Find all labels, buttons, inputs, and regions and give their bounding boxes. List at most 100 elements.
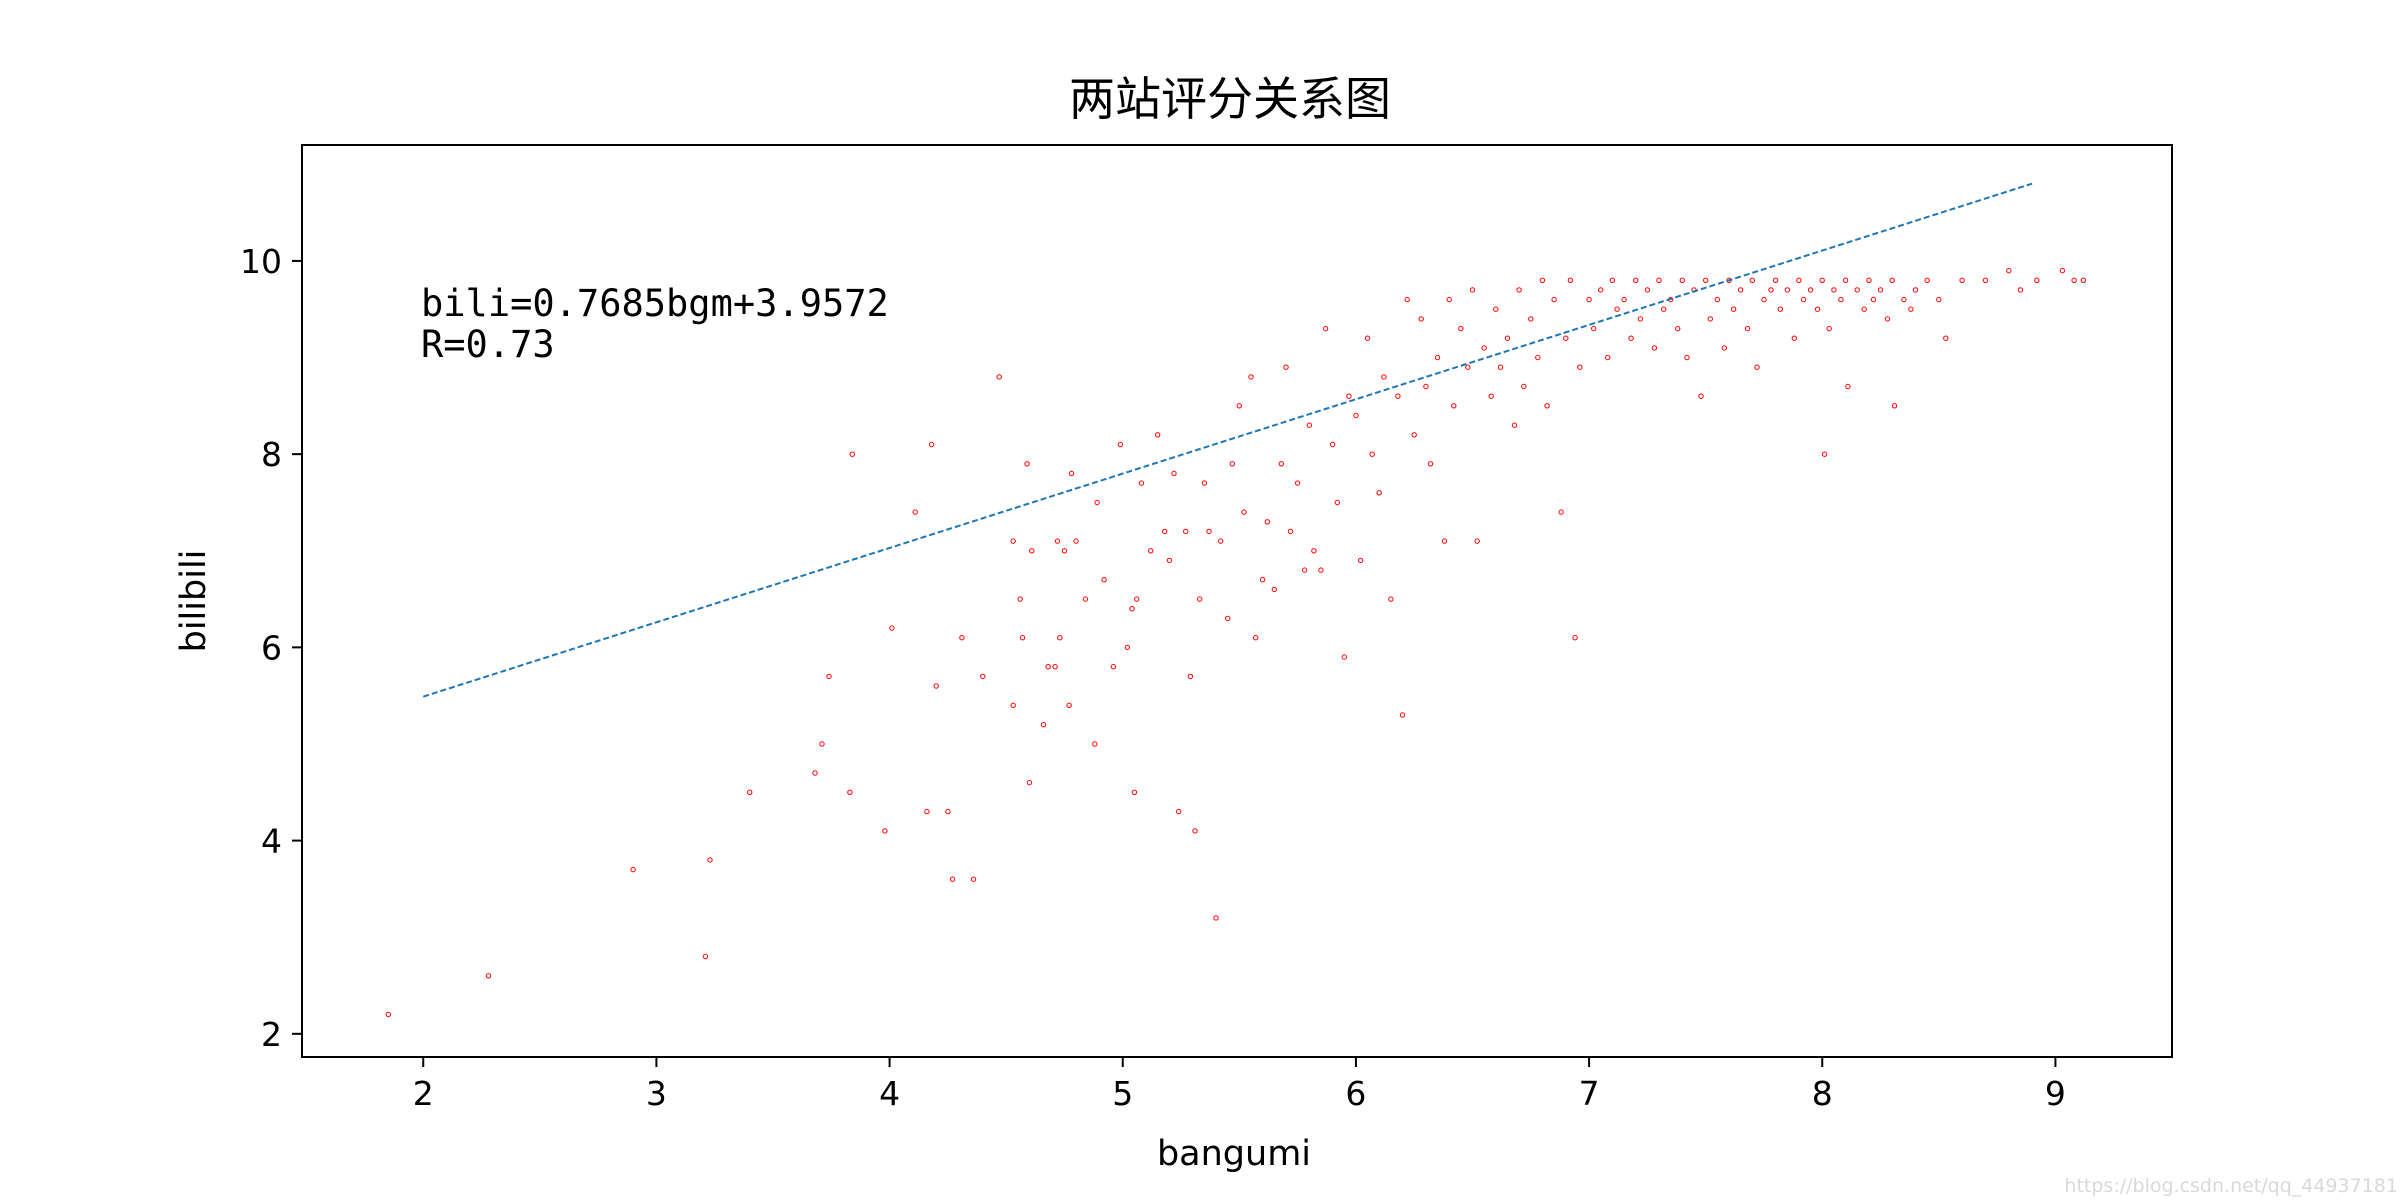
data-point: [1891, 403, 1898, 409]
data-point: [1052, 664, 1058, 670]
data-point: [1551, 296, 1557, 303]
data-point: [2080, 277, 2087, 283]
data-point: [1334, 499, 1341, 506]
data-point: [1388, 596, 1394, 602]
data-point: [1124, 644, 1131, 651]
data-point: [1369, 451, 1375, 457]
data-point: [1908, 306, 1914, 312]
data-point: [1845, 383, 1851, 390]
data-point: [928, 441, 935, 448]
data-point: [1213, 915, 1219, 921]
data-point: [1399, 712, 1406, 718]
data-point: [1248, 374, 1254, 380]
data-point: [1376, 490, 1382, 496]
y-tick-label: 6: [261, 628, 282, 667]
data-point: [1598, 287, 1604, 293]
data-point: [2059, 267, 2066, 274]
data-point: [1322, 325, 1329, 332]
data-point: [1838, 296, 1844, 303]
data-point: [1073, 538, 1079, 544]
data-point: [1357, 557, 1364, 564]
data-point: [707, 857, 713, 863]
data-point: [1353, 412, 1359, 419]
data-point: [1241, 509, 1247, 515]
data-point: [1364, 335, 1371, 341]
data-point: [1605, 354, 1611, 361]
data-point: [1294, 480, 1301, 486]
data-point: [1155, 432, 1161, 438]
data-point: [485, 973, 492, 979]
data-point: [1854, 287, 1860, 293]
data-point: [1434, 354, 1441, 361]
data-point: [1761, 296, 1767, 303]
data-point: [2006, 267, 2012, 274]
data-point: [1777, 306, 1784, 312]
data-point: [889, 625, 895, 631]
data-point: [1656, 277, 1662, 283]
data-point: [1558, 509, 1564, 515]
data-point: [1737, 287, 1744, 293]
data-point: [1129, 606, 1135, 612]
x-tick-label: 7: [1579, 1074, 1600, 1113]
data-point: [1411, 432, 1417, 438]
data-point: [1236, 403, 1243, 409]
data-point: [1225, 615, 1231, 622]
data-point: [1134, 596, 1140, 602]
plot-frame: [301, 144, 2173, 1058]
data-point: [1544, 403, 1550, 409]
regression-equation: bili=0.7685bgm+3.9572: [421, 282, 889, 325]
data-point: [1019, 635, 1026, 641]
data-point: [1201, 480, 1208, 486]
data-point: [1427, 461, 1434, 467]
data-point: [1395, 393, 1401, 399]
data-point: [1166, 557, 1173, 564]
data-point: [1148, 548, 1154, 554]
data-point: [1418, 316, 1424, 322]
data-point: [970, 876, 977, 882]
data-point: [1703, 277, 1709, 283]
data-point: [1138, 480, 1145, 486]
data-point: [1451, 403, 1457, 409]
data-point: [1197, 596, 1203, 602]
data-point: [1807, 287, 1814, 293]
data-point: [1511, 422, 1518, 428]
data-point: [1651, 345, 1658, 351]
data-point: [1591, 325, 1597, 332]
x-axis-ticks: 2 3 4 5 6 7 8 9: [413, 1057, 2066, 1113]
x-tick-label: 6: [1345, 1074, 1366, 1113]
data-point: [702, 953, 709, 960]
data-point: [1698, 393, 1704, 399]
data-point: [1264, 519, 1271, 525]
data-point: [1901, 296, 1907, 303]
data-point: [1441, 538, 1448, 544]
data-point: [1497, 364, 1504, 370]
data-point: [1528, 316, 1534, 322]
data-point: [1754, 364, 1760, 370]
data-point: [826, 673, 832, 680]
data-point: [1535, 354, 1541, 361]
data-point: [1504, 335, 1511, 341]
data-point: [1609, 277, 1616, 283]
regression-line: [422, 182, 2033, 698]
data-point: [882, 828, 888, 834]
data-point: [1628, 335, 1634, 341]
data-point: [1301, 567, 1308, 573]
data-point: [1577, 364, 1583, 370]
data-point: [1488, 393, 1494, 399]
data-point: [1068, 470, 1075, 477]
data-point: [1469, 287, 1476, 293]
y-tick-label: 10: [240, 242, 282, 281]
data-point: [1040, 722, 1047, 728]
data-point: [1819, 277, 1825, 283]
data-point: [1784, 287, 1791, 293]
data-point: [1831, 287, 1837, 293]
data-point: [1814, 306, 1821, 312]
data-point: [1287, 528, 1294, 535]
data-point: [2071, 277, 2077, 283]
data-point: [1054, 538, 1061, 544]
data-point: [1586, 296, 1592, 303]
data-point: [1229, 461, 1236, 467]
data-point: [1259, 577, 1266, 583]
data-point: [912, 509, 918, 515]
